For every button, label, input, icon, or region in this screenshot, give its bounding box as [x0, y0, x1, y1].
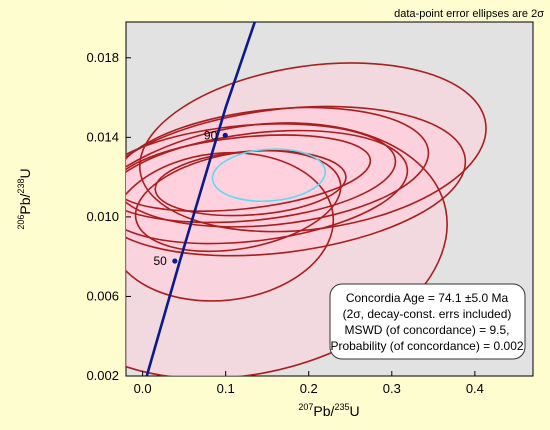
y-axis-title: 206Pb/238U [16, 168, 33, 229]
error-ellipse-6 [126, 105, 467, 257]
error-ellipse-10 [126, 122, 448, 376]
info-box-frame [329, 283, 526, 360]
error-ellipse-2 [126, 106, 430, 228]
y-axis-ticks: 0.002 0.006 0.010 0.014 0.018 [86, 50, 131, 383]
concordia-curve [145, 22, 256, 376]
x-axis-ticks: 0.0 0.1 0.2 0.3 0.4 [134, 371, 484, 396]
y-tick-label: 0.002 [86, 368, 119, 383]
ellipse-outlines [126, 62, 487, 376]
error-ellipse-note: data-point error ellipses are 2σ [394, 8, 544, 20]
info-line-probability: Probability (of concordance) = 0.002 [330, 339, 523, 353]
y-tick-label: 0.010 [86, 209, 119, 224]
x-tick-label: 0.4 [466, 381, 484, 396]
x-tick-label: 0.1 [217, 381, 235, 396]
y-tick-label: 0.014 [86, 129, 119, 144]
error-ellipse-5 [126, 134, 372, 213]
info-line-age: Concordia Age = 74.1 ±5.0 Ma [346, 291, 509, 305]
age-mark-90 [222, 132, 228, 138]
y-tick-label: 0.006 [86, 288, 119, 303]
age-mark-label-90: 90 [204, 128, 218, 142]
error-ellipse-9 [126, 151, 335, 302]
x-tick-label: 0.3 [383, 381, 401, 396]
info-line-error-basis: (2σ, decay-const. errs included) [343, 307, 512, 321]
info-line-mswd: MSWD (of concordance) = 9.5, [344, 323, 509, 337]
age-mark-50 [172, 258, 178, 264]
x-tick-label: 0.0 [134, 381, 152, 396]
x-tick-label: 0.2 [300, 381, 318, 396]
error-ellipse-4 [126, 129, 409, 245]
age-mark-label-50: 50 [153, 254, 167, 268]
concordia-curve-group: 50 90 [145, 22, 256, 376]
x-axis-title: 207Pb/235U [298, 402, 359, 419]
concordia-age-ellipse [211, 148, 327, 203]
concordia-age-info-box: Concordia Age = 74.1 ±5.0 Ma (2σ, decay-… [329, 283, 526, 360]
y-tick-label: 0.018 [86, 50, 119, 65]
